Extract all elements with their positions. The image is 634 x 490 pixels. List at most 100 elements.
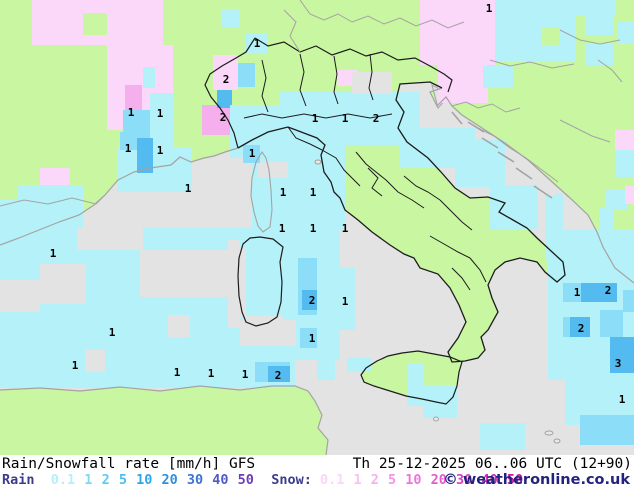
legend-scale-row: Rain 0.1 1 2 5 10 20 30 40 50 Snow: 0.1 … bbox=[2, 472, 524, 488]
precip-cell-r01 bbox=[490, 185, 538, 230]
precip-value-label: 1 bbox=[125, 142, 132, 155]
precip-cell-sea bbox=[258, 162, 288, 178]
coast-corsica bbox=[250, 150, 273, 233]
precip-cell-s01 bbox=[615, 130, 634, 150]
precip-cell-sea bbox=[77, 228, 143, 250]
precipitation-cells bbox=[0, 0, 634, 450]
precip-value-label: 1 bbox=[208, 367, 215, 380]
precip-value-label: 2 bbox=[223, 73, 230, 86]
rain-scale-value-2: 2 bbox=[93, 472, 110, 488]
precip-value-label: 2 bbox=[373, 112, 380, 125]
precip-cell-r1 bbox=[300, 328, 317, 348]
precip-value-label: 2 bbox=[605, 284, 612, 297]
precip-cell-r1 bbox=[243, 145, 260, 163]
precip-cell-s01 bbox=[420, 0, 495, 65]
precip-value-label: 1 bbox=[309, 332, 316, 345]
precip-value-label: 1 bbox=[310, 222, 317, 235]
precip-value-label: 1 bbox=[342, 222, 349, 235]
precip-cell-r01 bbox=[317, 268, 355, 330]
coast-spain-france bbox=[0, 147, 239, 246]
precip-value-label: 2 bbox=[275, 369, 282, 382]
rain-scale-value-5: 5 bbox=[110, 472, 127, 488]
precip-cell-r1 bbox=[238, 63, 255, 87]
precip-cell-r2 bbox=[268, 366, 290, 382]
precip-value-label: 2 bbox=[309, 294, 316, 307]
precip-cell-s1 bbox=[125, 85, 142, 110]
precip-value-label: 1 bbox=[342, 112, 349, 125]
precip-value-label: 2 bbox=[220, 111, 227, 124]
precip-cell-r01 bbox=[600, 208, 613, 258]
caption-line-1: Rain/Snowfall rate [mm/h] GFS Th 25-12-2… bbox=[0, 455, 634, 473]
north-africa bbox=[0, 386, 328, 455]
precip-cell-sea bbox=[0, 280, 40, 312]
rain-scale-value-40: 40 bbox=[204, 472, 229, 488]
precip-cell-r01 bbox=[618, 22, 634, 44]
coast-sicily bbox=[360, 350, 463, 405]
coast-africa bbox=[0, 385, 329, 455]
rain-scale-value-30: 30 bbox=[178, 472, 204, 488]
precip-cell-sea bbox=[230, 158, 252, 230]
precip-cell-r01 bbox=[585, 43, 613, 65]
rain-scale-label: Rain bbox=[2, 472, 35, 488]
precip-value-label: 1 bbox=[486, 2, 493, 15]
precip-cell-sea bbox=[40, 264, 86, 304]
precip-value-label: 1 bbox=[342, 295, 349, 308]
precip-cell-sea bbox=[85, 350, 105, 372]
precip-cell-r01 bbox=[483, 66, 513, 88]
value-labels: 1 1 2 2 1 1 1 1 2 1 1 1 1 1 1 1 1 1 1 1 1 1 1 1 2 2 1 1 1 2 2 3 1 bbox=[50, 2, 626, 406]
precip-cell-r01 bbox=[555, 193, 562, 260]
precip-cell-s01 bbox=[40, 168, 70, 186]
precip-cell-lnd bbox=[542, 28, 560, 45]
precip-cell-r01 bbox=[480, 423, 525, 450]
precip-cell-r01 bbox=[317, 355, 335, 380]
precip-value-label: 1 bbox=[254, 37, 261, 50]
rain-scale-values: 0.1 1 2 5 10 20 30 40 50 bbox=[43, 472, 255, 488]
precip-cell-r1 bbox=[123, 110, 150, 132]
precip-value-label: 1 bbox=[574, 286, 581, 299]
precip-value-label: 1 bbox=[109, 326, 116, 339]
precip-value-label: 1 bbox=[249, 147, 256, 160]
precip-cell-lnd bbox=[83, 13, 107, 35]
precip-cell-r01 bbox=[340, 100, 400, 145]
precip-cell-r01 bbox=[615, 150, 634, 177]
precip-value-label: 1 bbox=[157, 107, 164, 120]
rain-scale-value-20: 20 bbox=[153, 472, 178, 488]
caption-bar: Rain/Snowfall rate [mm/h] GFS Th 25-12-2… bbox=[0, 455, 634, 490]
precip-cell-sea bbox=[236, 248, 246, 318]
rain-scale-value-10: 10 bbox=[127, 472, 153, 488]
snow-scale-value-50: 50 bbox=[498, 472, 524, 488]
precip-cell-sea bbox=[168, 315, 190, 337]
precip-cell-r01 bbox=[575, 0, 615, 15]
snow-scale-values: 0.1 1 2 5 10 20 30 40 50 bbox=[312, 472, 524, 488]
precip-value-label: 1 bbox=[310, 186, 317, 199]
precip-cell-r1 bbox=[563, 283, 581, 302]
precip-cell-r2 bbox=[137, 138, 153, 173]
map-area: 1 1 2 2 1 1 1 1 2 1 1 1 1 1 1 1 1 1 1 1 1 1 1 1 2 2 1 1 1 2 2 3 1 bbox=[0, 0, 634, 455]
italy-region-borders bbox=[243, 53, 487, 291]
border-italy-north bbox=[254, 37, 453, 93]
copyright-text: © weatheronline.co.uk bbox=[443, 472, 630, 488]
snow-scale-value-20: 20 bbox=[422, 472, 447, 488]
precip-value-label: 3 bbox=[615, 357, 622, 370]
precip-cell-r1 bbox=[580, 415, 634, 445]
precip-value-label: 1 bbox=[280, 186, 287, 199]
precip-value-label: 1 bbox=[174, 366, 181, 379]
precip-cell-sea bbox=[140, 250, 230, 297]
precip-value-label: 1 bbox=[279, 222, 286, 235]
precip-cell-r2 bbox=[581, 283, 617, 302]
snow-scale-value-2: 2 bbox=[362, 472, 379, 488]
precip-cell-sea bbox=[352, 72, 392, 94]
border-france-italy bbox=[204, 37, 256, 149]
precip-cell-r2 bbox=[217, 90, 232, 108]
precip-cell-r1 bbox=[623, 290, 634, 312]
snow-scale-value-10: 10 bbox=[397, 472, 422, 488]
precip-cell-r01 bbox=[117, 147, 192, 192]
precip-cell-r01 bbox=[150, 93, 173, 147]
map-datetime: Th 25-12-2025 06..06 UTC (12+90) bbox=[352, 456, 632, 472]
precip-cell-r1 bbox=[600, 310, 623, 337]
precip-value-label: 1 bbox=[619, 393, 626, 406]
caption-line-2: Rain 0.1 1 2 5 10 20 30 40 50 Snow: 0.1 … bbox=[0, 472, 634, 490]
coast-italy bbox=[237, 81, 566, 363]
coast-sardinia bbox=[237, 236, 284, 327]
